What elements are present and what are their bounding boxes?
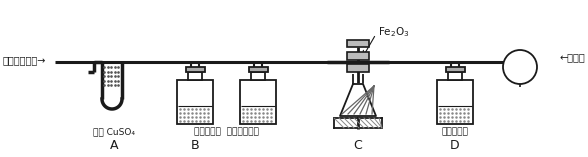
Bar — [347, 64, 369, 72]
Bar — [448, 72, 462, 80]
Bar — [347, 52, 369, 60]
Text: Fe$_2$O$_3$: Fe$_2$O$_3$ — [378, 25, 410, 39]
Bar — [347, 40, 369, 47]
Bar — [249, 67, 268, 72]
Text: A: A — [110, 139, 118, 152]
Bar — [188, 72, 202, 80]
Text: ←大气球: ←大气球 — [559, 52, 585, 62]
Text: 无水 CuSO₄: 无水 CuSO₄ — [93, 127, 135, 136]
Bar — [251, 72, 265, 80]
Bar — [446, 67, 465, 72]
Text: 澄清石灰水: 澄清石灰水 — [442, 127, 469, 136]
Bar — [240, 80, 276, 124]
Text: C: C — [353, 139, 362, 152]
Bar — [437, 80, 473, 124]
Text: 甲烷燃烧产物→: 甲烷燃烧产物→ — [3, 55, 46, 65]
Circle shape — [503, 50, 537, 84]
Text: 澄清石灰水  氢氧化钓溶液: 澄清石灰水 氢氧化钓溶液 — [194, 127, 259, 136]
Bar — [177, 80, 213, 124]
Text: D: D — [450, 139, 460, 152]
Bar — [185, 67, 205, 72]
Polygon shape — [340, 84, 376, 116]
Text: B: B — [191, 139, 199, 152]
